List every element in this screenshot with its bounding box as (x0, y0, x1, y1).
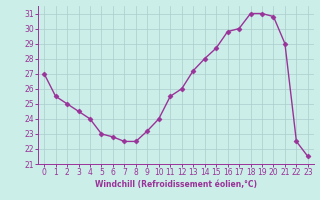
X-axis label: Windchill (Refroidissement éolien,°C): Windchill (Refroidissement éolien,°C) (95, 180, 257, 189)
